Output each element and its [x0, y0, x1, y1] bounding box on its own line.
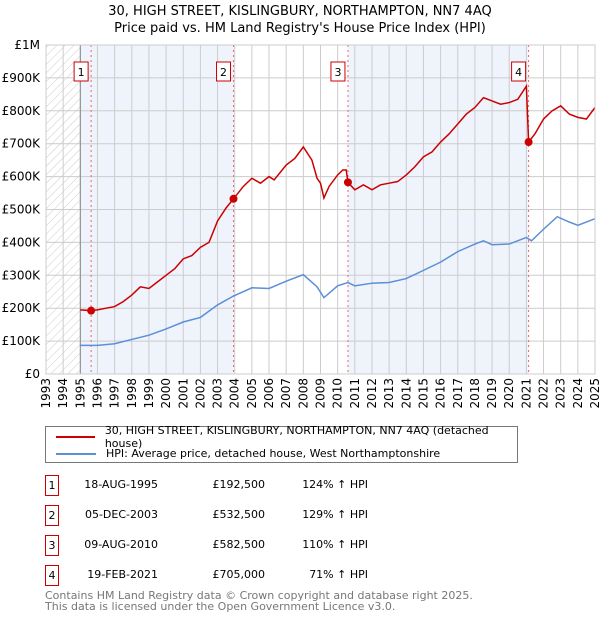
- hpi-change: 129% ↑ HPI: [302, 508, 368, 521]
- x-tick-label: 2004: [228, 378, 242, 409]
- x-tick-label: 2022: [537, 378, 551, 409]
- table-row: 4 19-FEB-2021 £705,000 71% ↑ HPI: [0, 565, 600, 586]
- sale-point: [524, 138, 533, 147]
- sale-number-badge: 1: [45, 475, 59, 496]
- y-tick-label: £1M: [14, 38, 40, 52]
- plot-border: [45, 44, 596, 375]
- x-tick-label: 2007: [279, 378, 293, 409]
- sale-label: 4: [515, 66, 522, 79]
- hpi-change: 71% ↑ HPI: [309, 568, 368, 581]
- sale-price: £532,500: [212, 508, 266, 521]
- legend-swatch-red: [56, 435, 95, 438]
- x-tick-label: 2025: [588, 378, 600, 409]
- sale-price: £705,000: [212, 568, 266, 581]
- table-row: 1 18-AUG-1995 £192,500 124% ↑ HPI: [0, 475, 600, 496]
- x-tick-label: 1999: [142, 378, 156, 409]
- x-tick-label: 1998: [125, 378, 139, 409]
- x-tick-label: 2015: [416, 378, 430, 409]
- x-tick-label: 2018: [468, 378, 482, 409]
- x-tick-label: 1993: [39, 378, 53, 409]
- x-tick-label: 2024: [571, 378, 585, 409]
- sale-point: [87, 306, 96, 315]
- y-tick-label: £600K: [2, 170, 42, 184]
- sale-point: [343, 178, 352, 187]
- x-tick-label: 2017: [451, 378, 465, 409]
- chart-subtitle: Price paid vs. HM Land Registry's House …: [114, 21, 486, 36]
- y-tick-label: £700K: [2, 137, 42, 151]
- legend-item-property: 30, HIGH STREET, KISLINGBURY, NORTHAMPTO…: [56, 424, 517, 450]
- y-tick-label: £0: [25, 367, 40, 381]
- sale-price: £192,500: [212, 478, 266, 491]
- x-tick-label: 2014: [399, 378, 413, 409]
- x-tick-label: 2019: [485, 378, 499, 409]
- sale-date: 09-AUG-2010: [84, 538, 158, 551]
- sale-label: 2: [220, 66, 227, 79]
- sale-date: 19-FEB-2021: [87, 568, 158, 581]
- legend-item-hpi: HPI: Average price, detached house, West…: [56, 445, 440, 462]
- table-row: 3 09-AUG-2010 £582,500 110% ↑ HPI: [0, 535, 600, 556]
- x-tick-label: 2001: [176, 378, 190, 409]
- x-tick-label: 2010: [331, 378, 345, 409]
- legend-swatch-blue: [56, 452, 96, 455]
- hpi-change: 110% ↑ HPI: [302, 538, 368, 551]
- y-tick-label: £200K: [2, 301, 42, 315]
- y-tick-label: £100K: [2, 334, 42, 348]
- hpi-change: 124% ↑ HPI: [302, 478, 368, 491]
- y-tick-label: £400K: [2, 235, 42, 249]
- x-tick-label: 1994: [56, 378, 70, 409]
- sale-point: [229, 194, 238, 203]
- y-tick-label: £500K: [2, 203, 42, 217]
- sale-label-box: [216, 61, 232, 82]
- sale-label: 3: [334, 66, 341, 79]
- x-tick-label: 2002: [193, 378, 207, 409]
- x-tick-label: 2009: [314, 378, 328, 409]
- sale-number-badge: 4: [45, 565, 59, 586]
- x-tick-label: 1995: [73, 378, 87, 409]
- x-tick-label: 2008: [296, 378, 310, 409]
- legend-label: HPI: Average price, detached house, West…: [106, 447, 441, 460]
- footer-line: Contains HM Land Registry data © Crown c…: [45, 589, 473, 602]
- sale-label-box: [330, 61, 346, 82]
- x-tick-label: 2023: [554, 378, 568, 409]
- property-series-line: [80, 83, 596, 312]
- x-tick-label: 2003: [211, 378, 225, 409]
- sale-label-box: [73, 61, 89, 82]
- y-tick-label: £800K: [2, 104, 42, 118]
- x-tick-label: 2000: [159, 378, 173, 409]
- x-tick-label: 1996: [90, 378, 104, 409]
- x-tick-label: 2012: [365, 378, 379, 409]
- sale-number-badge: 2: [45, 505, 59, 526]
- sale-price: £582,500: [212, 538, 266, 551]
- legend-label: 30, HIGH STREET, KISLINGBURY, NORTHAMPTO…: [104, 423, 489, 450]
- x-tick-label: 2021: [519, 378, 533, 409]
- x-tick-label: 2006: [262, 378, 276, 409]
- x-tick-label: 2011: [348, 378, 362, 409]
- x-tick-label: 2013: [382, 378, 396, 409]
- x-tick-label: 2020: [502, 378, 516, 409]
- x-tick-label: 2016: [434, 378, 448, 409]
- y-tick-label: £900K: [2, 71, 42, 85]
- sale-label: 1: [78, 66, 85, 79]
- chart-title: 30, HIGH STREET, KISLINGBURY, NORTHAMPTO…: [108, 4, 492, 19]
- sale-label-box: [511, 61, 527, 82]
- hpi-series-line: [80, 215, 596, 347]
- footer-line: This data is licensed under the Open Gov…: [45, 600, 396, 613]
- sale-date: 18-AUG-1995: [84, 478, 158, 491]
- x-tick-label: 1997: [108, 378, 122, 409]
- y-tick-label: £300K: [2, 268, 42, 282]
- x-tick-label: 2005: [245, 378, 259, 409]
- table-row: 2 05-DEC-2003 £532,500 129% ↑ HPI: [0, 505, 600, 526]
- legend: 30, HIGH STREET, KISLINGBURY, NORTHAMPTO…: [45, 424, 518, 463]
- sale-date: 05-DEC-2003: [84, 508, 158, 521]
- sale-number-badge: 3: [45, 535, 59, 556]
- price-chart: 1993 1994 1995 1996 1997 1998 1999 2000 2001 2002…: [2, 38, 600, 409]
